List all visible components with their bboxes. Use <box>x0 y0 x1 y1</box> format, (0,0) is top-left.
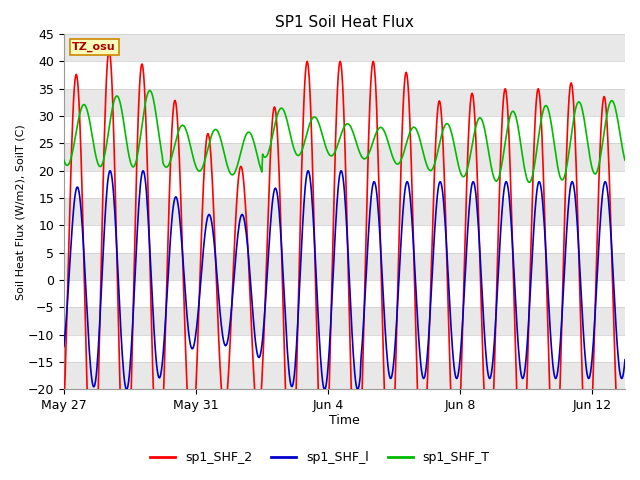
Bar <box>64 253 625 280</box>
Bar <box>64 198 625 226</box>
Bar <box>64 34 625 61</box>
Bar <box>64 335 625 362</box>
Text: TZ_osu: TZ_osu <box>72 42 116 52</box>
Bar <box>64 226 625 253</box>
Bar <box>64 308 625 335</box>
Title: SP1 Soil Heat Flux: SP1 Soil Heat Flux <box>275 15 414 30</box>
Legend: sp1_SHF_2, sp1_SHF_l, sp1_SHF_T: sp1_SHF_2, sp1_SHF_l, sp1_SHF_T <box>145 446 495 469</box>
Bar <box>64 116 625 144</box>
Bar <box>64 61 625 89</box>
Bar <box>64 362 625 389</box>
X-axis label: Time: Time <box>329 414 360 427</box>
Y-axis label: Soil Heat Flux (W/m2), SoilT (C): Soil Heat Flux (W/m2), SoilT (C) <box>15 124 25 300</box>
Bar <box>64 171 625 198</box>
Bar <box>64 89 625 116</box>
Bar <box>64 280 625 308</box>
Bar <box>64 144 625 171</box>
